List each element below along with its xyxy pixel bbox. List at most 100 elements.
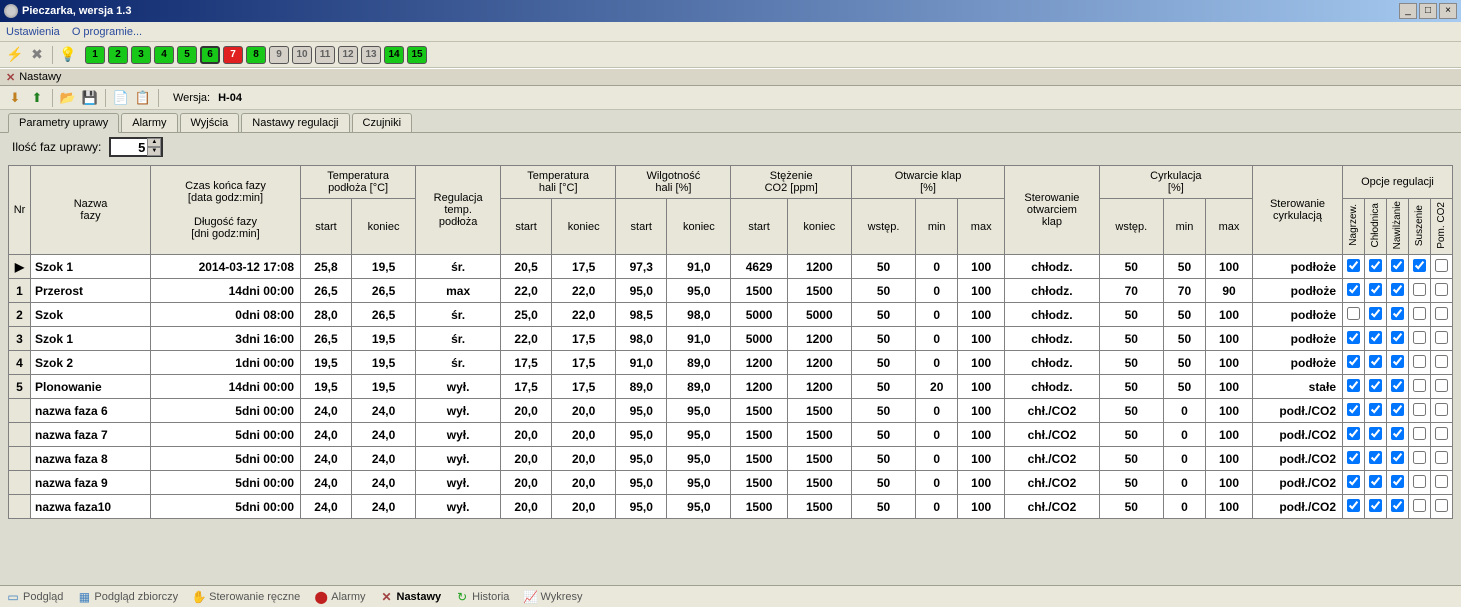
cell[interactable]: 20,0 xyxy=(501,423,552,447)
cell[interactable]: 19,5 xyxy=(351,255,415,279)
option-checkbox[interactable] xyxy=(1435,259,1448,272)
option-checkbox[interactable] xyxy=(1435,379,1448,392)
cell[interactable]: 3dni 16:00 xyxy=(151,327,301,351)
cell[interactable]: chłodz. xyxy=(1005,327,1100,351)
cell[interactable] xyxy=(9,495,31,519)
cell[interactable]: chłodz. xyxy=(1005,375,1100,399)
table-row[interactable]: nazwa faza 95dni 00:0024,024,0wył.20,020… xyxy=(9,471,1453,495)
option-checkbox[interactable] xyxy=(1413,451,1426,464)
cell[interactable]: chł./CO2 xyxy=(1005,399,1100,423)
option-checkbox[interactable] xyxy=(1413,259,1426,272)
option-checkbox[interactable] xyxy=(1413,403,1426,416)
tab-regulation[interactable]: Nastawy regulacji xyxy=(241,113,349,132)
cell[interactable]: 1dni 00:00 xyxy=(151,351,301,375)
cell[interactable]: 100 xyxy=(958,255,1005,279)
cell[interactable]: Szok 1 xyxy=(31,255,151,279)
cell[interactable]: nazwa faza 6 xyxy=(31,399,151,423)
option-checkbox[interactable] xyxy=(1391,331,1404,344)
open-icon[interactable]: 📂 xyxy=(59,89,77,107)
option-checkbox[interactable] xyxy=(1435,403,1448,416)
cell[interactable]: 100 xyxy=(1206,471,1253,495)
cell[interactable]: 26,5 xyxy=(351,303,415,327)
cell[interactable]: 5000 xyxy=(731,327,787,351)
cell[interactable]: max xyxy=(416,279,501,303)
table-row[interactable]: 4Szok 21dni 00:0019,519,5śr.17,517,591,0… xyxy=(9,351,1453,375)
cell[interactable]: 5dni 00:00 xyxy=(151,423,301,447)
cell[interactable]: 24,0 xyxy=(301,495,352,519)
cell[interactable]: 50 xyxy=(1163,303,1205,327)
cell[interactable]: 98,5 xyxy=(616,303,667,327)
cell[interactable]: 2014-03-12 17:08 xyxy=(151,255,301,279)
save-icon[interactable]: 💾 xyxy=(81,89,99,107)
cell[interactable]: 20,0 xyxy=(552,399,616,423)
cell[interactable]: 50 xyxy=(1099,495,1163,519)
cell[interactable]: 5 xyxy=(9,375,31,399)
cell[interactable]: podł./CO2 xyxy=(1253,447,1343,471)
cell[interactable]: 25,8 xyxy=(301,255,352,279)
table-row[interactable]: nazwa faza 75dni 00:0024,024,0wył.20,020… xyxy=(9,423,1453,447)
cell[interactable]: śr. xyxy=(416,351,501,375)
option-checkbox[interactable] xyxy=(1347,283,1360,296)
cell[interactable]: 89,0 xyxy=(616,375,667,399)
room-button-15[interactable]: 15 xyxy=(407,46,427,64)
cell[interactable]: 50 xyxy=(1099,303,1163,327)
cell[interactable]: 98,0 xyxy=(616,327,667,351)
option-checkbox[interactable] xyxy=(1369,307,1382,320)
cell[interactable]: 50 xyxy=(1099,351,1163,375)
cell[interactable]: 100 xyxy=(1206,447,1253,471)
option-checkbox[interactable] xyxy=(1413,283,1426,296)
bulb-icon[interactable]: 💡 xyxy=(59,46,77,64)
cell[interactable]: 24,0 xyxy=(351,447,415,471)
option-checkbox[interactable] xyxy=(1391,451,1404,464)
option-checkbox[interactable] xyxy=(1347,307,1360,320)
cell[interactable]: 22,0 xyxy=(552,303,616,327)
cell[interactable]: 100 xyxy=(958,399,1005,423)
room-button-1[interactable]: 1 xyxy=(85,46,105,64)
option-checkbox[interactable] xyxy=(1435,427,1448,440)
cell[interactable]: Plonowanie xyxy=(31,375,151,399)
option-checkbox[interactable] xyxy=(1391,403,1404,416)
cell[interactable]: nazwa faza 7 xyxy=(31,423,151,447)
cell[interactable]: 50 xyxy=(851,423,915,447)
cell[interactable]: 95,0 xyxy=(667,423,731,447)
option-checkbox[interactable] xyxy=(1347,379,1360,392)
cell[interactable]: 100 xyxy=(1206,351,1253,375)
option-checkbox[interactable] xyxy=(1369,403,1382,416)
room-button-6[interactable]: 6 xyxy=(200,46,220,64)
cell[interactable]: 100 xyxy=(958,303,1005,327)
option-checkbox[interactable] xyxy=(1369,451,1382,464)
cell[interactable]: 0 xyxy=(1163,495,1205,519)
cell[interactable]: 1200 xyxy=(731,351,787,375)
cell[interactable]: 100 xyxy=(1206,327,1253,351)
cell[interactable]: podłoże xyxy=(1253,327,1343,351)
cell[interactable]: 19,5 xyxy=(351,351,415,375)
cell[interactable]: 3 xyxy=(9,327,31,351)
cell[interactable]: 1500 xyxy=(731,495,787,519)
sb-preview[interactable]: ▭Podgląd xyxy=(6,590,63,604)
cell[interactable]: chłodz. xyxy=(1005,351,1100,375)
cell[interactable]: 95,0 xyxy=(616,399,667,423)
cell[interactable]: 50 xyxy=(1163,327,1205,351)
cell[interactable] xyxy=(9,447,31,471)
option-checkbox[interactable] xyxy=(1413,427,1426,440)
cell[interactable]: 5dni 00:00 xyxy=(151,447,301,471)
room-button-10[interactable]: 10 xyxy=(292,46,312,64)
cell[interactable]: 50 xyxy=(851,327,915,351)
cell[interactable]: 100 xyxy=(958,471,1005,495)
menu-about[interactable]: O programie... xyxy=(72,26,142,38)
cell[interactable]: 89,0 xyxy=(667,375,731,399)
option-checkbox[interactable] xyxy=(1435,355,1448,368)
cell[interactable]: 1500 xyxy=(787,495,851,519)
cell[interactable]: śr. xyxy=(416,255,501,279)
cell[interactable]: 1500 xyxy=(731,447,787,471)
cell[interactable]: 1500 xyxy=(787,471,851,495)
cell[interactable]: 22,0 xyxy=(552,279,616,303)
cell[interactable]: 17,5 xyxy=(552,375,616,399)
cell[interactable]: 95,0 xyxy=(616,471,667,495)
cell[interactable]: 5dni 00:00 xyxy=(151,471,301,495)
cell[interactable]: 50 xyxy=(1099,471,1163,495)
cell[interactable] xyxy=(9,399,31,423)
cell[interactable]: 17,5 xyxy=(501,351,552,375)
cell[interactable]: 2 xyxy=(9,303,31,327)
option-checkbox[interactable] xyxy=(1347,259,1360,272)
